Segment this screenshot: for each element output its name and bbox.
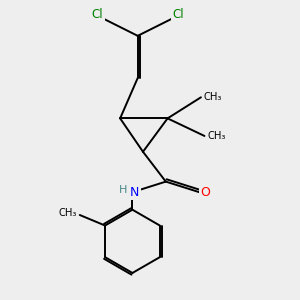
Text: N: N (130, 186, 139, 199)
Text: CH₃: CH₃ (207, 131, 226, 141)
Text: H: H (118, 185, 127, 195)
Text: O: O (201, 186, 210, 199)
Text: Cl: Cl (92, 8, 103, 20)
Text: Cl: Cl (172, 8, 184, 20)
Text: CH₃: CH₃ (204, 92, 222, 102)
Text: CH₃: CH₃ (58, 208, 77, 218)
